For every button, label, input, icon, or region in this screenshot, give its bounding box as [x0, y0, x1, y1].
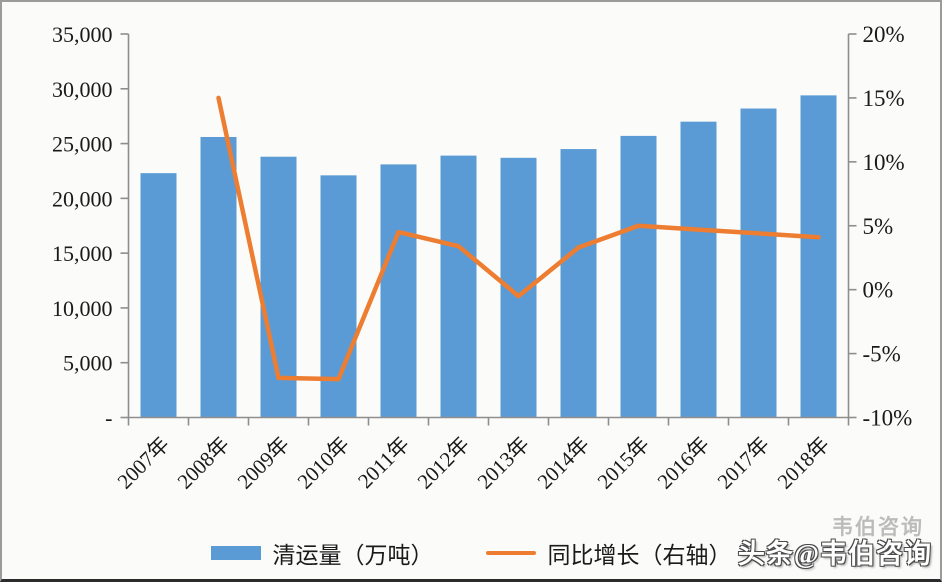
left-axis-tick-label: 30,000: [52, 77, 113, 102]
bar-2016年: [680, 121, 717, 418]
left-axis-tick-label: 5,000: [63, 351, 113, 376]
bar-2014年: [560, 149, 597, 418]
growth-line: [216, 95, 821, 382]
right-axis-tick-label: -10%: [863, 406, 913, 431]
right-axis-tick-label: 15%: [863, 86, 905, 111]
right-axis-tick-label: 0%: [863, 278, 894, 303]
x-axis-category-label: 2012年: [413, 432, 475, 494]
x-axis-category-label: 2017年: [713, 432, 775, 494]
bar-series-swatch: [210, 546, 261, 560]
left-axis-tick-label: 25,000: [52, 132, 113, 157]
bar-2008年: [200, 136, 237, 418]
legend-item-bar: 清运量（万吨）: [210, 536, 434, 570]
bar-2007年: [140, 173, 177, 418]
line-series-label: 同比增长（右轴）: [547, 543, 732, 568]
right-axis-tick-label: 20%: [863, 22, 905, 47]
x-axis-category-label: 2011年: [353, 432, 414, 493]
x-axis-category-label: 2018年: [773, 432, 835, 494]
x-axis-category-label: 2015年: [593, 432, 655, 494]
bar-2015年: [620, 135, 657, 418]
x-axis-category-label: 2013年: [473, 432, 535, 494]
left-axis-tick-label: 10,000: [52, 296, 113, 321]
bar-2012年: [440, 155, 477, 418]
legend: 清运量（万吨） 同比增长（右轴）: [2, 536, 940, 570]
left-axis-tick-label: -: [105, 406, 112, 431]
left-axis-tick-label: 15,000: [52, 241, 113, 266]
x-axis-category-label: 2009年: [233, 432, 295, 494]
x-axis-category-label: 2014年: [533, 432, 595, 494]
right-axis-tick-label: -5%: [863, 342, 901, 367]
x-axis-category-label: 2008年: [173, 432, 235, 494]
bar-2018年: [800, 95, 837, 418]
line-series-swatch: [485, 551, 536, 555]
legend-item-line: 同比增长（右轴）: [485, 536, 732, 570]
left-axis-tick-label: 20,000: [52, 186, 113, 211]
bar-series-label: 清运量（万吨）: [272, 543, 434, 568]
left-axis-tick-label: 35,000: [52, 22, 113, 47]
bar-2017年: [740, 108, 777, 418]
bar-2011年: [380, 164, 417, 418]
right-axis-tick-label: 10%: [863, 150, 905, 175]
x-axis-category-label: 2007年: [113, 432, 175, 494]
x-axis-category-label: 2010年: [293, 432, 355, 494]
right-axis-tick-label: 5%: [863, 214, 894, 239]
x-axis-category-label: 2016年: [653, 432, 715, 494]
